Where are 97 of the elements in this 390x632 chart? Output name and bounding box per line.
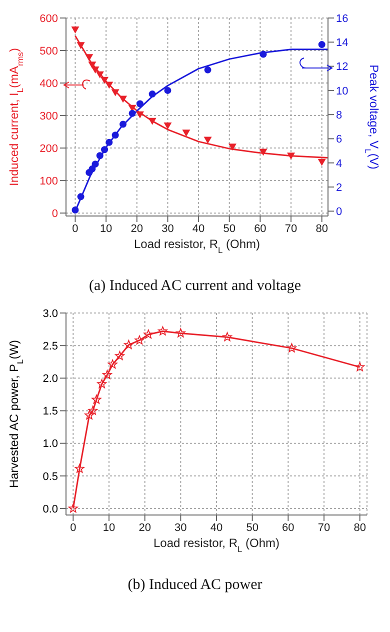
point xyxy=(318,158,326,166)
point xyxy=(92,160,99,168)
point xyxy=(102,370,112,379)
x-tick-label: 50 xyxy=(223,222,236,235)
point xyxy=(97,379,107,388)
point xyxy=(124,340,134,350)
y-tick-label: 1.0 xyxy=(42,438,58,450)
y-tick-label: 3.0 xyxy=(42,308,58,320)
x-tick-label: 0 xyxy=(72,222,78,235)
point xyxy=(119,96,128,103)
point xyxy=(85,54,94,62)
point xyxy=(355,362,365,372)
x-tick-label: 0 xyxy=(70,522,76,534)
point xyxy=(148,90,156,98)
x-tick-label: 10 xyxy=(102,522,116,534)
point xyxy=(101,146,108,154)
point xyxy=(136,100,144,108)
y-tick-label: 300 xyxy=(40,110,58,122)
x-tick-label: 10 xyxy=(100,222,112,235)
y2-tick-label: 4 xyxy=(336,158,342,170)
y2-tick-label: 2 xyxy=(336,182,342,194)
y-tick-label: 0.5 xyxy=(42,470,58,483)
point xyxy=(100,76,109,84)
x-tick-label: 80 xyxy=(316,222,328,235)
point xyxy=(318,41,326,48)
y-tick-label: 500 xyxy=(40,45,58,58)
point xyxy=(96,71,104,78)
x-tick-label: 60 xyxy=(282,522,294,534)
y-tick-label: 0.0 xyxy=(42,503,58,516)
x-tick-label: 50 xyxy=(246,522,258,534)
y-tick-label: 200 xyxy=(40,142,58,155)
y-tick-label: 600 xyxy=(40,12,58,25)
point xyxy=(68,504,78,513)
x-tick-label: 20 xyxy=(130,222,144,235)
point xyxy=(287,343,296,352)
point xyxy=(72,206,79,214)
point xyxy=(164,86,172,94)
x-tick-label: 30 xyxy=(174,522,187,534)
x-tick-label: 30 xyxy=(162,222,174,235)
text: (a) Induced AC current and voltage xyxy=(88,278,302,295)
point xyxy=(204,136,212,144)
point xyxy=(222,332,232,342)
x-axis-title: Load resistor, R$_{L}$ (Ohm) xyxy=(134,237,260,255)
point xyxy=(108,360,118,369)
point xyxy=(92,394,102,404)
point xyxy=(136,111,144,118)
point xyxy=(260,50,267,58)
y-tick-label: 400 xyxy=(40,78,58,90)
y2-tick-label: 6 xyxy=(336,134,342,146)
y-tick-label: 2.0 xyxy=(42,373,58,386)
x-tick-label: 20 xyxy=(138,522,151,534)
point xyxy=(120,120,127,128)
point xyxy=(112,132,119,139)
x-tick-label: 40 xyxy=(210,522,223,534)
point xyxy=(176,328,186,338)
y2-tick-label: 12 xyxy=(336,61,348,74)
y2-tick-label: 10 xyxy=(336,85,348,98)
y2-tick-label: 14 xyxy=(336,37,348,50)
x-axis-title: Load resistor, R$_{L}$ (Ohm) xyxy=(153,536,280,554)
point xyxy=(77,193,84,200)
point xyxy=(164,122,172,130)
point xyxy=(76,42,85,50)
point xyxy=(287,152,296,160)
point xyxy=(148,118,156,125)
y-tick-label: 1.5 xyxy=(42,406,58,418)
y-tick-label: 2.5 xyxy=(42,340,58,352)
point xyxy=(84,410,94,420)
point xyxy=(134,335,144,344)
point xyxy=(74,464,84,473)
x-tick-label: 40 xyxy=(192,222,205,235)
x-tick-label: 80 xyxy=(354,522,366,534)
point xyxy=(71,26,80,34)
point xyxy=(204,66,212,74)
x-tick-label: 70 xyxy=(284,222,298,235)
point xyxy=(115,351,124,360)
point xyxy=(111,89,120,96)
y2-tick-label: 0 xyxy=(336,206,342,218)
point xyxy=(228,144,236,151)
point xyxy=(88,62,96,69)
point xyxy=(259,148,268,156)
point xyxy=(91,66,100,74)
y2-tick-label: 16 xyxy=(336,12,348,25)
point xyxy=(88,165,96,172)
y2-tick-label: 8 xyxy=(336,109,342,122)
point xyxy=(128,110,136,117)
x-tick-label: 60 xyxy=(254,222,266,235)
text: (b) Induced AC power xyxy=(126,577,264,594)
y-tick-label: 100 xyxy=(40,175,58,188)
x-tick-label: 70 xyxy=(318,522,330,534)
y-tick-label: 0 xyxy=(52,208,58,220)
point xyxy=(105,82,114,89)
point xyxy=(144,330,154,339)
point xyxy=(106,138,113,146)
point xyxy=(182,130,190,137)
point xyxy=(88,406,98,415)
point xyxy=(158,326,168,336)
point xyxy=(96,152,104,160)
